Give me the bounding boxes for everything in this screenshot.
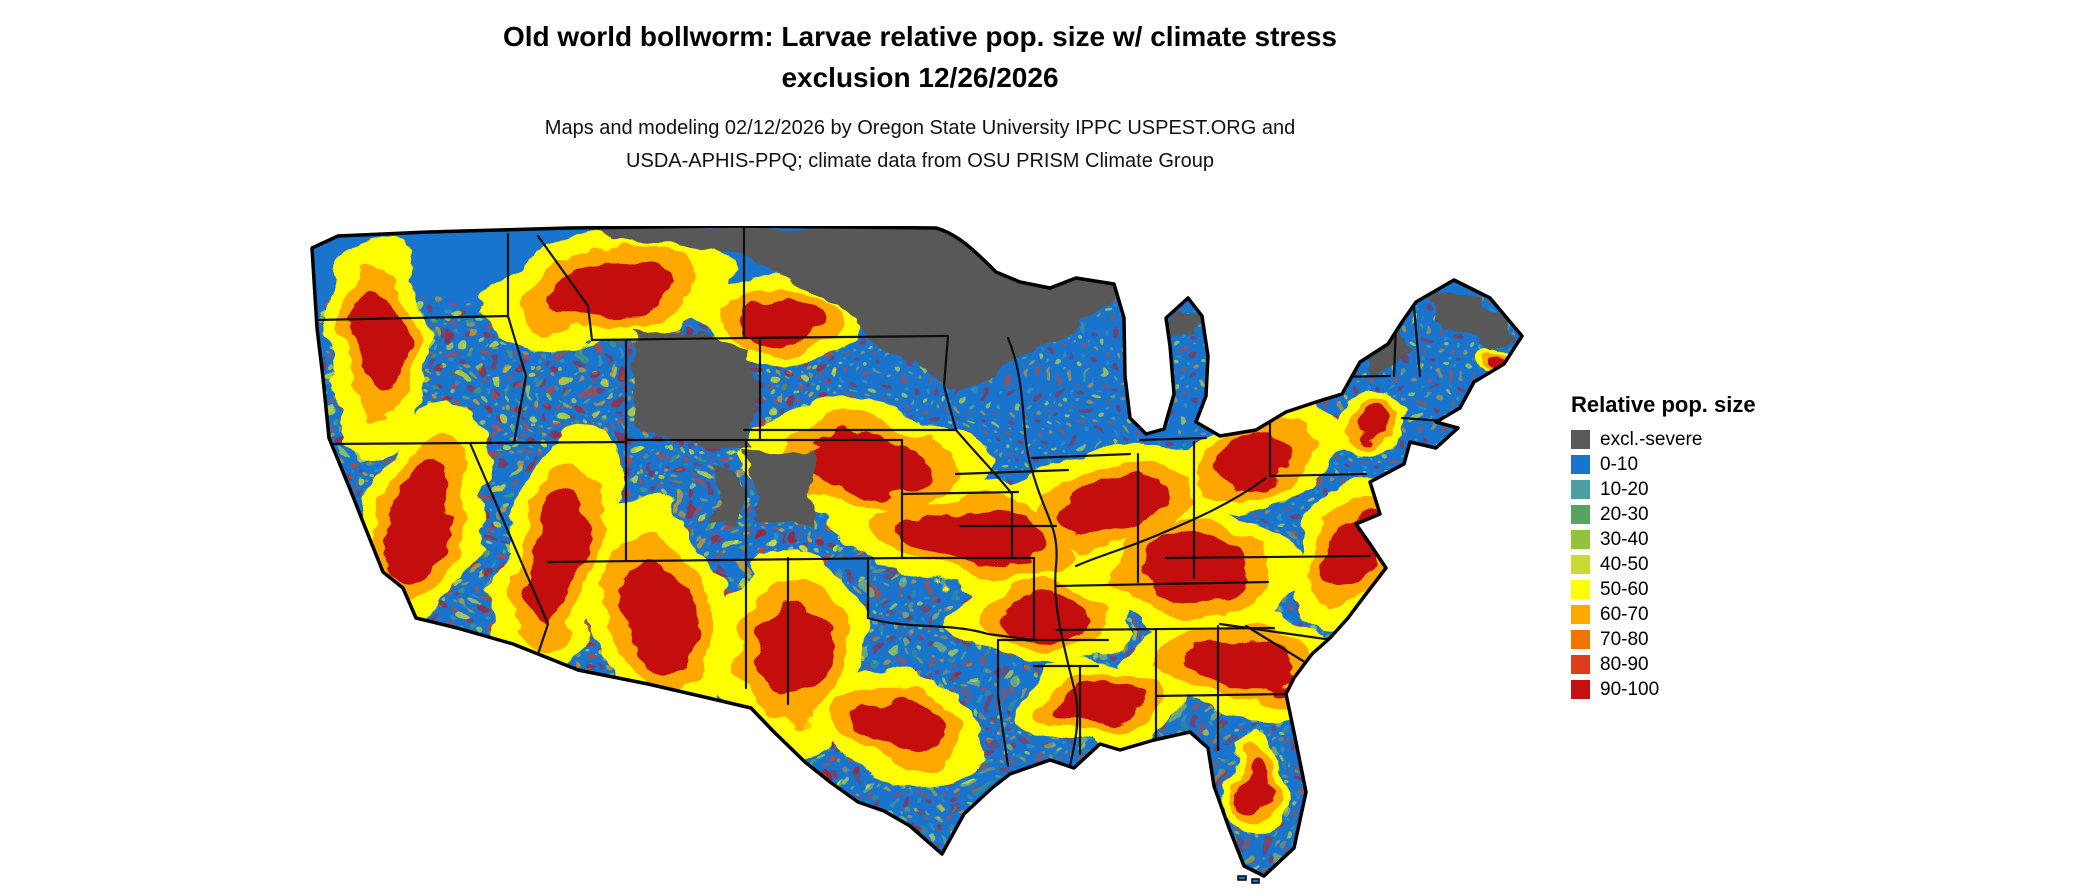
title-line-1: Old world bollworm: Larvae relative pop.… <box>502 21 1338 52</box>
red-core-layer <box>352 261 1514 813</box>
legend-swatch <box>1571 630 1590 649</box>
mottled-layers <box>312 226 1522 876</box>
legend: Relative pop. size excl.-severe 0-10 10-… <box>1571 392 1871 705</box>
legend-label: 70-80 <box>1600 629 1649 650</box>
title-block: Old world bollworm: Larvae relative pop.… <box>0 16 1840 178</box>
legend-label: 50-60 <box>1600 579 1649 600</box>
excluded-region-michigan-top <box>1164 312 1198 334</box>
legend-swatch <box>1571 605 1590 624</box>
excluded-region-sandhills <box>746 440 818 526</box>
legend-item: 0-10 <box>1571 455 1871 474</box>
legend-swatch <box>1571 455 1590 474</box>
title-line-2: exclusion 12/26/2026 <box>781 62 1059 93</box>
legend-list: excl.-severe 0-10 10-20 20-30 30-40 40-5… <box>1571 430 1871 699</box>
excluded-region-maine <box>1426 284 1514 348</box>
page-subtitle: Maps and modeling 02/12/2026 by Oregon S… <box>0 112 1840 178</box>
us-map-svg <box>310 226 1524 884</box>
excluded-region-colorado-rockies <box>710 466 740 526</box>
legend-swatch <box>1571 655 1590 674</box>
legend-swatch <box>1571 680 1590 699</box>
page-title: Old world bollworm: Larvae relative pop.… <box>0 16 1840 98</box>
legend-label: 80-90 <box>1600 654 1649 675</box>
legend-label: excl.-severe <box>1600 429 1703 450</box>
legend-item: 40-50 <box>1571 555 1871 574</box>
map-raster <box>312 226 1522 876</box>
legend-label: 20-30 <box>1600 504 1649 525</box>
legend-title: Relative pop. size <box>1571 392 1756 417</box>
legend-item: 50-60 <box>1571 580 1871 599</box>
legend-item: 60-70 <box>1571 605 1871 624</box>
legend-swatch <box>1571 555 1590 574</box>
legend-label: 30-40 <box>1600 529 1649 550</box>
legend-swatch <box>1571 580 1590 599</box>
excluded-region-wyoming <box>630 334 754 438</box>
legend-swatch <box>1571 530 1590 549</box>
legend-item: 20-30 <box>1571 505 1871 524</box>
legend-item: 80-90 <box>1571 655 1871 674</box>
legend-swatch <box>1571 430 1590 449</box>
us-outline <box>310 226 1524 878</box>
legend-swatch <box>1571 505 1590 524</box>
legend-item: 30-40 <box>1571 530 1871 549</box>
legend-label: 90-100 <box>1600 679 1660 700</box>
subtitle-line-1: Maps and modeling 02/12/2026 by Oregon S… <box>544 117 1296 139</box>
legend-item: 70-80 <box>1571 630 1871 649</box>
legend-item: excl.-severe <box>1571 430 1871 449</box>
legend-item: 90-100 <box>1571 680 1871 699</box>
state-borders <box>314 226 1460 768</box>
legend-item: 10-20 <box>1571 480 1871 499</box>
florida-keys <box>1237 875 1260 884</box>
us-map <box>308 226 1527 884</box>
legend-label: 0-10 <box>1600 454 1639 475</box>
legend-label: 10-20 <box>1600 479 1649 500</box>
subtitle-line-2: USDA-APHIS-PPQ; climate data from OSU PR… <box>626 150 1214 172</box>
legend-label: 60-70 <box>1600 604 1649 625</box>
legend-label: 40-50 <box>1600 554 1649 575</box>
legend-swatch <box>1571 480 1590 499</box>
